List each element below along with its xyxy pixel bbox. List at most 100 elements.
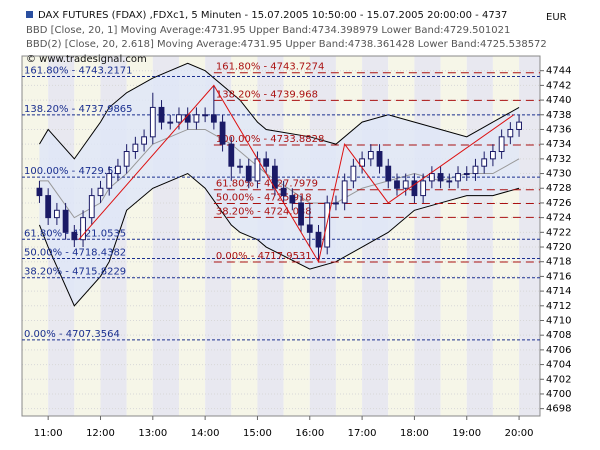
x-tick-label: 11:00 <box>34 428 63 439</box>
candle-body <box>97 187 104 197</box>
y-tick-label: 4704 <box>546 360 571 371</box>
copyright: © www.tradesignal.com <box>26 54 147 65</box>
x-tick-label: 16:00 <box>295 428 324 439</box>
indicator-line: BBD [Close, 20, 1] Moving Average:4731.9… <box>26 25 510 36</box>
fib-label: 50.00% - 4725.918 <box>216 193 312 204</box>
candle-body <box>132 143 139 153</box>
candle-body <box>115 165 121 175</box>
candle-body <box>219 121 226 145</box>
y-tick-label: 4710 <box>546 315 571 326</box>
candle-body <box>123 151 130 167</box>
x-tick-label: 20:00 <box>505 428 534 439</box>
x-tick-label: 15:00 <box>243 428 272 439</box>
y-tick-label: 4730 <box>546 169 571 180</box>
candle-body <box>455 173 461 182</box>
y-tick-label: 4714 <box>546 286 571 297</box>
background-band <box>466 56 493 416</box>
x-tick-label: 17:00 <box>348 428 377 439</box>
fib-label: 38.20% - 4715.8229 <box>24 267 126 278</box>
chart-title: DAX FUTURES (FDAX) ,FDXc1, 5 Minuten - 1… <box>38 10 507 21</box>
indicator-line: BBD(2) [Close, 20, 2.618] Moving Average… <box>26 39 547 50</box>
candle-body <box>498 136 505 153</box>
y-tick-label: 4702 <box>546 374 571 385</box>
fib-label: 100.00% - 4733.8828 <box>216 134 325 145</box>
y-tick-label: 4708 <box>546 330 571 341</box>
candle-body <box>106 173 113 189</box>
x-tick-label: 12:00 <box>86 428 115 439</box>
candle-body <box>176 114 182 123</box>
candle-body <box>324 202 331 248</box>
candle-body <box>80 217 86 241</box>
y-tick-label: 4728 <box>546 183 571 194</box>
candle-body <box>193 114 200 123</box>
fib-label: 161.80% - 4743.7274 <box>216 62 325 73</box>
candle-body <box>507 128 514 138</box>
candle-body <box>490 151 496 160</box>
candle-body <box>315 231 322 248</box>
candle-body <box>298 202 304 226</box>
plot-frame <box>21 55 541 417</box>
y-tick-label: 4706 <box>546 345 571 356</box>
y-tick-label: 4744 <box>546 66 571 77</box>
fib-label: 138.20% - 4739.968 <box>216 89 318 100</box>
candle-body <box>45 195 52 219</box>
background-band <box>519 56 540 416</box>
candle-body <box>472 165 479 175</box>
x-tick-label: 18:00 <box>400 428 429 439</box>
candle-body <box>402 180 409 189</box>
candle-body <box>481 158 488 167</box>
candle-body <box>376 151 383 167</box>
band-fill <box>39 63 520 306</box>
candle-body <box>88 195 95 219</box>
candle-body <box>446 180 453 183</box>
fib-label: 100.00% - 4729.52 <box>24 166 120 177</box>
candle-body <box>350 165 357 182</box>
y-tick-label: 4698 <box>546 404 571 415</box>
fib-label: 0.00% - 4707.3564 <box>24 329 120 340</box>
candle-body <box>62 209 69 233</box>
y-tick-label: 4718 <box>546 257 571 268</box>
fib-label: 38.20% - 4724.038 <box>216 206 312 217</box>
candle-body <box>420 180 427 197</box>
y-tick-label: 4712 <box>546 301 571 312</box>
fib-label: 0.00% - 4717.9531 <box>216 251 312 262</box>
y-tick-label: 4720 <box>546 242 571 253</box>
x-tick-label: 19:00 <box>452 428 481 439</box>
y-tick-label: 4736 <box>546 124 571 135</box>
fib-label: 61.80% - 4727.7979 <box>216 179 318 190</box>
x-tick-label: 13:00 <box>138 428 167 439</box>
candle-body <box>516 121 522 130</box>
series-icon <box>26 11 33 18</box>
currency: EUR <box>546 12 567 23</box>
candle-body <box>411 180 418 197</box>
candle-body <box>53 209 60 219</box>
fib-label: 161.80% - 4743.2171 <box>24 65 133 76</box>
y-tick-label: 4742 <box>546 80 571 91</box>
y-tick-label: 4722 <box>546 227 571 238</box>
candle-body <box>280 187 287 197</box>
candle-body <box>367 151 374 160</box>
candle-body <box>167 121 174 124</box>
candle-body <box>333 202 339 205</box>
y-tick-label: 4732 <box>546 154 571 165</box>
candle-body <box>306 224 313 233</box>
y-tick-label: 4700 <box>546 389 571 400</box>
candle-body <box>245 165 252 182</box>
y-tick-label: 4724 <box>546 213 571 224</box>
background-band <box>414 56 441 416</box>
candle-body <box>36 187 43 197</box>
candle-body <box>228 143 235 167</box>
candle-body <box>385 165 392 182</box>
x-tick-label: 14:00 <box>191 428 220 439</box>
candle-body <box>149 106 156 138</box>
fib-label: 50.00% - 4718.4382 <box>24 247 126 258</box>
y-tick-label: 4740 <box>546 95 571 106</box>
candle-body <box>210 114 217 123</box>
candle-body <box>237 165 243 168</box>
y-tick-label: 4738 <box>546 110 571 121</box>
candle-body <box>359 158 365 167</box>
y-tick-label: 4716 <box>546 271 571 282</box>
y-tick-label: 4726 <box>546 198 571 209</box>
lower-band <box>38 172 520 307</box>
